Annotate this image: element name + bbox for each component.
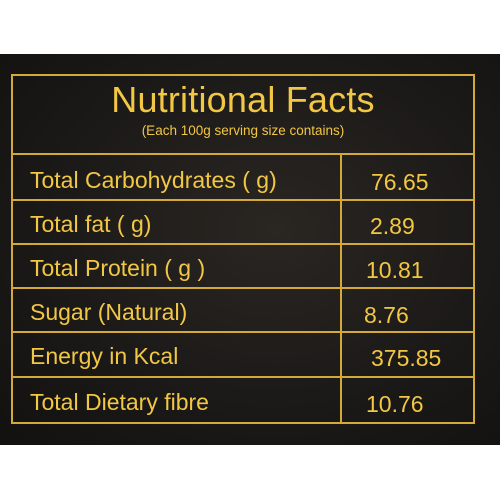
nutrient-label: Total fat ( g): [30, 211, 152, 237]
nutrient-label: Sugar (Natural): [30, 299, 188, 325]
nutrient-label: Total Carbohydrates ( g): [30, 167, 277, 193]
nutrition-title: Nutritional Facts: [111, 79, 375, 120]
row-divider: [11, 153, 475, 155]
nutrient-value: 375.85: [371, 345, 442, 371]
nutrient-label: Energy in Kcal: [30, 343, 179, 369]
nutrition-table-frame: [11, 74, 475, 424]
row-divider: [11, 376, 475, 378]
row-divider: [11, 243, 475, 245]
nutrient-label: Total Dietary fibre: [30, 389, 209, 415]
row-divider: [11, 331, 475, 333]
nutrient-label: Total Protein ( g ): [30, 255, 206, 281]
nutrient-value: 10.76: [366, 391, 424, 417]
nutrition-panel-background: [0, 54, 500, 445]
nutrition-subtitle: (Each 100g serving size contains): [141, 123, 345, 138]
nutrient-value: 76.65: [371, 169, 429, 195]
row-divider: [11, 287, 475, 289]
nutrient-value: 8.76: [364, 302, 409, 328]
nutrient-value: 2.89: [370, 213, 415, 239]
row-divider: [11, 199, 475, 201]
nutrient-value: 10.81: [366, 257, 424, 283]
column-divider: [340, 153, 342, 424]
